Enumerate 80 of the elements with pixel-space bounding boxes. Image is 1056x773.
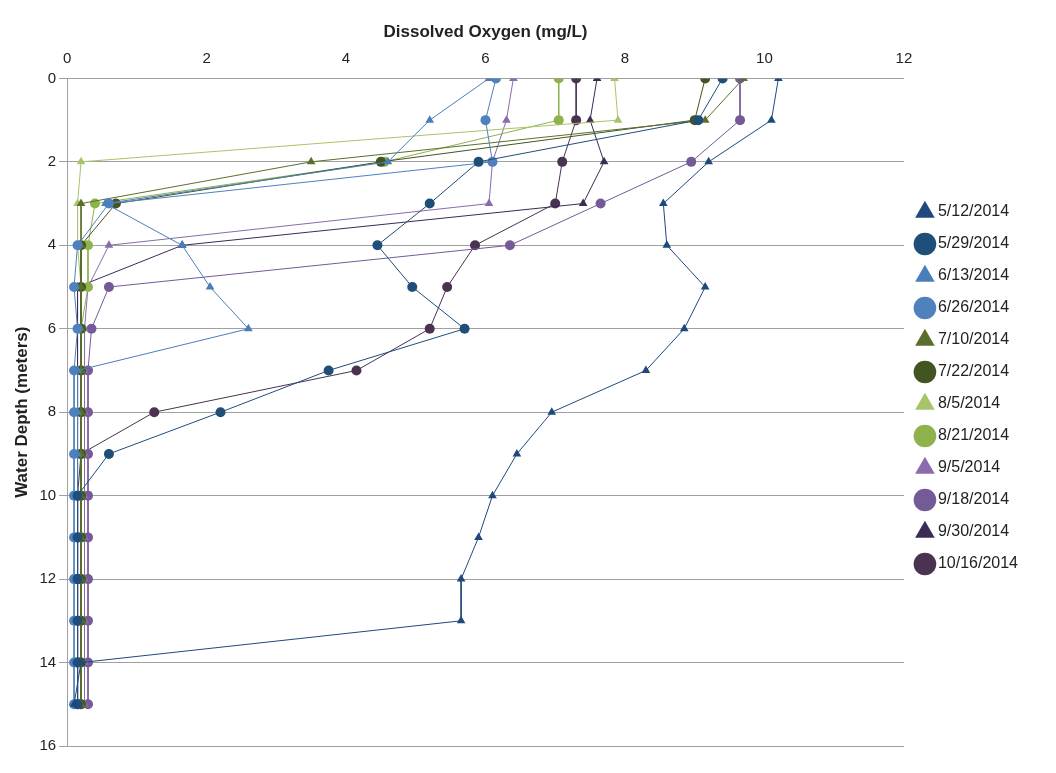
x-tick-label: 8 [620, 48, 630, 66]
legend-label: 5/29/2014 [937, 234, 1010, 252]
point [557, 156, 568, 167]
point [424, 323, 435, 334]
point [407, 282, 418, 293]
y-tick-label: 4 [47, 235, 57, 253]
point [488, 490, 497, 499]
point [149, 407, 160, 418]
point [571, 115, 582, 126]
point [679, 323, 689, 332]
legend-label: 6/13/2014 [937, 266, 1010, 284]
x-tick-label: 4 [341, 48, 351, 66]
legend-label: 10/16/2014 [937, 554, 1019, 572]
point [456, 574, 466, 582]
point [424, 198, 435, 209]
point [104, 240, 114, 248]
point [641, 365, 651, 373]
point [215, 407, 226, 418]
point [613, 115, 623, 123]
point [693, 115, 704, 126]
x-tick-label: 2 [202, 48, 211, 66]
point [351, 365, 362, 376]
point [474, 532, 483, 540]
point [442, 282, 453, 293]
y-tick-label: 12 [39, 569, 57, 587]
y-axis-title: Water Depth (meters) [11, 326, 31, 498]
point [484, 198, 494, 207]
point [205, 282, 215, 290]
y-tick-label: 10 [39, 485, 57, 503]
y-tick-label: 6 [47, 318, 57, 336]
legend-label: 5/12/2014 [937, 202, 1010, 220]
point [76, 156, 86, 165]
point [69, 282, 80, 293]
y-tick-label: 8 [47, 402, 57, 420]
point [425, 115, 435, 123]
point [459, 323, 470, 334]
point [103, 282, 114, 293]
legend-label: 9/30/2014 [937, 522, 1010, 540]
point [599, 156, 609, 165]
x-tick-label: 6 [481, 48, 490, 66]
x-tick-label: 0 [62, 48, 72, 66]
legend-label: 8/5/2014 [937, 394, 1001, 412]
point [473, 156, 484, 167]
legend-label: 9/18/2014 [937, 490, 1010, 508]
point [86, 323, 97, 334]
point [383, 156, 393, 165]
point [662, 240, 672, 248]
point [480, 115, 491, 126]
point [547, 407, 557, 415]
point [767, 115, 776, 123]
point [686, 156, 697, 167]
x-tick-label: 12 [895, 48, 913, 66]
point [700, 282, 710, 290]
x-tick-label: 10 [756, 48, 773, 66]
y-tick-label: 0 [47, 68, 57, 86]
point [735, 115, 746, 126]
y-tick-label: 16 [39, 736, 57, 754]
legend-label: 6/26/2014 [937, 298, 1010, 316]
y-tick-label: 14 [39, 652, 57, 670]
point [595, 198, 606, 209]
point [553, 115, 564, 126]
y-tick-label: 2 [47, 151, 57, 169]
point [659, 198, 668, 207]
legend-label: 9/5/2014 [937, 458, 1001, 476]
legend-label: 7/22/2014 [937, 362, 1010, 380]
point [76, 198, 86, 207]
point [306, 156, 316, 165]
point [372, 240, 383, 251]
point [456, 615, 466, 624]
point [103, 448, 114, 459]
point [512, 448, 522, 457]
legend-label: 8/21/2014 [937, 426, 1010, 444]
point [578, 198, 588, 207]
point [502, 115, 511, 123]
point [704, 156, 713, 165]
point [244, 323, 253, 332]
point [323, 365, 334, 376]
legend-label: 7/10/2014 [937, 330, 1010, 348]
x-axis-title: Dissolved Oxygen (mg/L) [383, 21, 588, 41]
point [504, 240, 515, 251]
